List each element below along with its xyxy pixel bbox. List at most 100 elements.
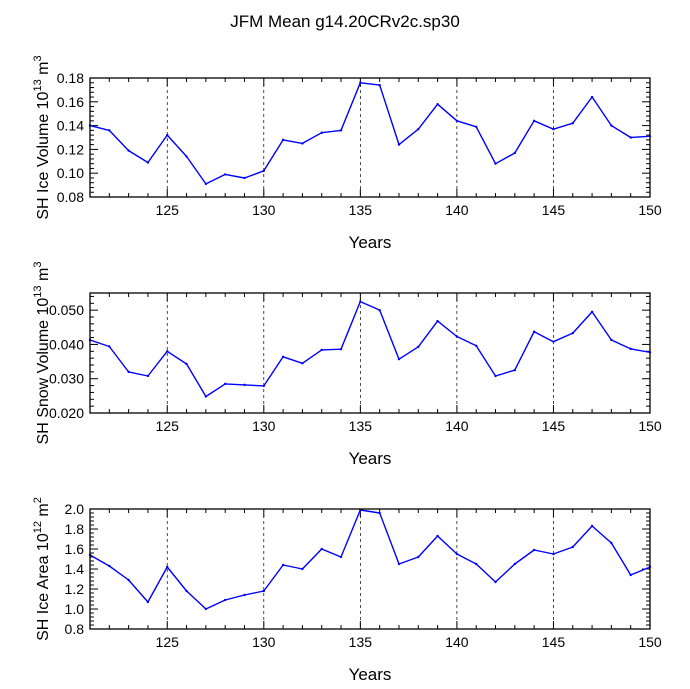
plot-frame [89,77,651,198]
data-point [127,370,130,374]
data-point [629,573,632,577]
data-point [397,562,401,566]
data-point [552,340,555,343]
data-point [494,374,497,378]
data-point [552,552,555,556]
data-point [185,589,188,593]
data-point [108,129,111,132]
data-point [339,555,343,559]
y-tick-label: 0.10 [57,165,84,181]
x-tick-label: 125 [156,418,180,434]
data-point [513,562,517,566]
data-point [436,319,439,323]
data-point [262,169,265,173]
y-tick-label: 0.020 [49,405,84,421]
y-tick-label: 0.8 [65,621,85,637]
data-point [204,395,208,398]
y-tick-label: 0.16 [57,94,84,110]
x-tick-label: 150 [638,202,662,218]
data-point [378,83,381,87]
data-point [301,142,304,145]
x-tick-label: 145 [542,634,566,650]
data-point [262,589,265,593]
y-tick-label: 2.0 [65,501,85,517]
data-point [475,125,478,128]
y-tick-label: 0.050 [49,302,84,318]
y-axis-label: SH Ice Area 1012 m2 [32,497,52,641]
y-tick-label: 0.030 [49,371,84,387]
x-axis-label: Years [349,449,392,468]
x-tick-label: 140 [445,418,469,434]
y-tick-label: 0.18 [57,70,84,86]
x-tick-label: 150 [638,634,662,650]
data-point [108,345,111,348]
data-point [166,565,169,569]
data-point [204,607,208,611]
data-point [436,102,439,106]
data-point [532,330,536,333]
data-point [417,127,420,131]
series-line [89,509,651,610]
chart-ice-volume: 125 130 135 140 145 150 0.08 0.10 0.12 0.14 0.16 0.… [32,55,662,252]
data-point [223,173,227,176]
y-tick-label: 1.2 [65,581,85,597]
data-point [204,182,208,186]
data-point [127,578,130,582]
data-point [243,383,246,387]
data-point [610,541,613,545]
data-point [455,119,459,123]
data-point [571,331,574,335]
data-point [532,548,536,552]
chart-snow-volume: 125 130 135 140 145 150 0.020 0.030 0.040 0.050 Ye… [32,262,662,468]
data-point [339,129,343,132]
data-point [359,300,362,303]
x-tick-label: 130 [252,634,276,650]
data-point [301,567,304,571]
data-point [243,593,246,597]
data-point [494,580,497,584]
y-axis-label: SH Snow Volume 1013 m3 [32,262,52,445]
data-point [281,355,285,358]
data-point [590,310,594,314]
x-tick-label: 140 [445,634,469,650]
data-point [475,344,478,347]
data-point [513,368,517,372]
x-tick-label: 125 [156,202,180,218]
data-point [475,562,478,566]
data-point [378,511,381,515]
y-tick-label: 1.8 [65,521,85,537]
x-axis-label: Years [349,233,392,252]
y-tick-label: 1.6 [65,541,85,557]
y-axis-label: SH Ice Volume 1013 m3 [32,55,52,219]
x-tick-label: 130 [252,202,276,218]
data-point [552,127,555,131]
data-point [301,362,304,365]
data-point [320,547,323,551]
data-point [417,345,420,349]
data-point [629,347,632,351]
data-point [494,162,497,165]
series-line [89,82,651,185]
chart-ice-area: 125 130 135 140 145 150 0.8 1.0 1.2 1.4 1.6 1.8 2.0 Y… [32,497,662,684]
y-tick-label: 0.040 [49,336,84,352]
data-point [590,524,594,528]
data-point [571,122,574,125]
data-point [532,119,536,123]
data-point [610,124,613,127]
y-tick-label: 0.12 [57,141,84,157]
x-tick-label: 145 [542,418,566,434]
data-point [223,598,227,602]
data-point [281,563,285,567]
x-tick-label: 130 [252,418,276,434]
data-point [397,357,401,361]
data-point [166,133,169,137]
y-tick-label: 1.4 [65,561,85,577]
data-point [262,384,265,388]
data-point [166,350,169,353]
data-point [320,131,323,134]
data-point [610,338,613,342]
data-point [455,552,459,556]
chart-panels: 125 130 135 140 145 150 0.08 0.10 0.12 0.14 0.16 0.… [32,55,662,684]
data-point [146,161,150,164]
x-tick-label: 135 [349,634,373,650]
